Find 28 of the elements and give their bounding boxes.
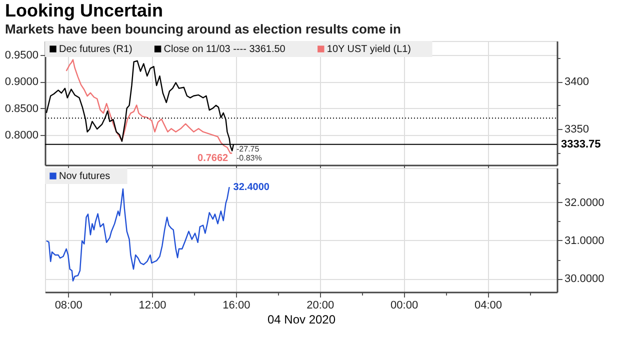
line-series xyxy=(46,186,230,282)
y2-tick-label: 31.0000 xyxy=(564,234,604,247)
y-tick-label: 0.9000 xyxy=(4,76,38,88)
x-tick-label: 20:00 xyxy=(306,300,334,312)
legend-label: 10Y UST yield (L1) xyxy=(326,44,412,55)
annotation: -0.83% xyxy=(236,153,262,162)
x-tick-label: 04:00 xyxy=(474,300,502,312)
annotation: -27.75 xyxy=(236,144,260,154)
y-tick-label: 0.8500 xyxy=(4,102,38,115)
x-tick-label: 00:00 xyxy=(390,300,418,312)
chart-title: Looking Uncertain xyxy=(5,0,164,20)
data-label: 0.7662 xyxy=(198,153,229,164)
data-label: 32.4000 xyxy=(233,182,270,194)
y2-tick-label: 30.0000 xyxy=(564,273,604,286)
legend-label: Dec futures (R1) xyxy=(59,44,132,55)
ref-line-label: 3333.75 xyxy=(561,138,601,150)
x-axis-title: 04 Nov 2020 xyxy=(267,312,336,326)
y2-tick-label: 32.0000 xyxy=(564,196,604,209)
x-tick-label: 08:00 xyxy=(54,300,82,312)
y-tick-label: 0.9500 xyxy=(4,49,38,62)
legend-label: Nov futures xyxy=(59,171,110,182)
legend-label: Close on 11/03 ---- 3361.50 xyxy=(164,44,286,55)
y-tick-label: 0.8000 xyxy=(4,130,38,142)
x-tick-label: 12:00 xyxy=(138,300,166,312)
chart-subtitle: Markets have been bouncing around as election results come in xyxy=(5,22,401,36)
x-tick-label: 16:00 xyxy=(222,300,250,312)
y2-tick-label: 3350 xyxy=(564,124,589,136)
y2-tick-label: 3400 xyxy=(564,76,589,88)
